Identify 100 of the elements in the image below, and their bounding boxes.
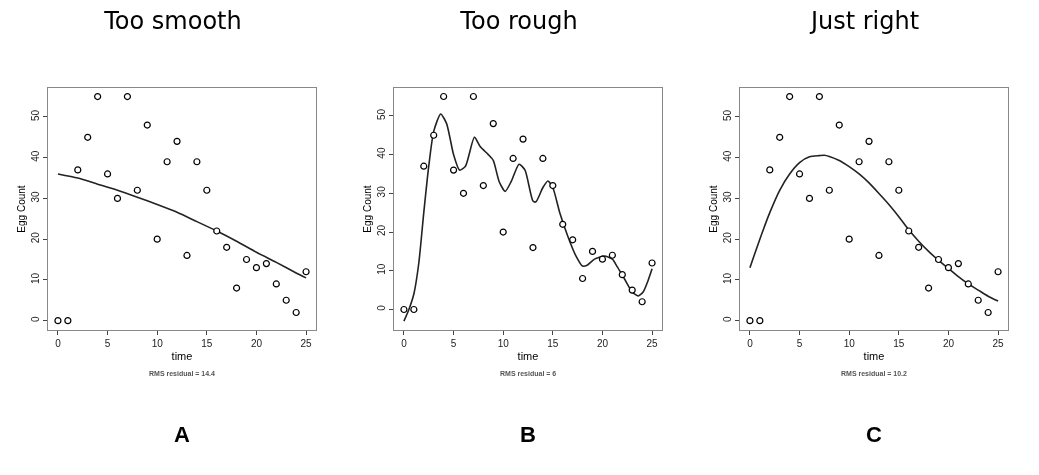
point bbox=[845, 235, 853, 243]
point bbox=[509, 154, 517, 163]
point bbox=[766, 166, 774, 174]
x-tick-label: 5 bbox=[796, 338, 803, 349]
point bbox=[618, 271, 626, 279]
x-tick-label: 15 bbox=[201, 338, 213, 349]
point bbox=[252, 264, 261, 272]
point bbox=[588, 247, 597, 255]
point bbox=[529, 243, 537, 252]
point bbox=[469, 92, 478, 101]
y-tick-label: 50 bbox=[376, 108, 387, 120]
y-tick-label: 20 bbox=[30, 231, 41, 244]
x-tick-label: 20 bbox=[596, 338, 609, 349]
y-tick-label: 40 bbox=[30, 150, 41, 162]
point bbox=[569, 236, 577, 244]
point bbox=[163, 158, 171, 166]
x-axis-title: time bbox=[171, 350, 193, 363]
point bbox=[84, 133, 92, 141]
y-tick-label: 20 bbox=[376, 224, 387, 237]
x-tick-label: 10 bbox=[151, 338, 164, 349]
x-tick-label: 25 bbox=[992, 338, 1005, 349]
y-tick-label: 30 bbox=[30, 190, 41, 203]
point bbox=[934, 255, 943, 264]
y-axis-title: Egg Count bbox=[362, 185, 373, 233]
line-series bbox=[749, 154, 999, 302]
point bbox=[865, 137, 873, 145]
point bbox=[964, 280, 972, 288]
point bbox=[489, 120, 497, 128]
x-tick-label: 10 bbox=[843, 338, 856, 349]
y-tick-label: 30 bbox=[376, 185, 387, 198]
point bbox=[608, 251, 616, 259]
point bbox=[183, 251, 191, 260]
point bbox=[94, 92, 102, 101]
point bbox=[746, 317, 754, 325]
point bbox=[895, 186, 903, 194]
point bbox=[262, 259, 270, 268]
point bbox=[815, 92, 824, 101]
point bbox=[786, 92, 794, 101]
point bbox=[578, 274, 587, 283]
chart-title: Just right bbox=[808, 6, 920, 35]
point bbox=[440, 92, 448, 101]
point bbox=[835, 121, 843, 129]
point bbox=[944, 264, 953, 272]
x-tick-label: 15 bbox=[893, 338, 905, 349]
x-tick-label: 15 bbox=[547, 338, 559, 349]
x-tick-label: 5 bbox=[450, 338, 457, 349]
x-axis-title: time bbox=[517, 350, 539, 363]
x-tick-label: 25 bbox=[646, 338, 659, 349]
point bbox=[638, 298, 646, 306]
point bbox=[756, 317, 764, 325]
y-tick-label: 0 bbox=[722, 315, 733, 322]
point bbox=[885, 158, 893, 166]
y-tick-label: 0 bbox=[30, 315, 41, 322]
point bbox=[805, 194, 814, 203]
y-tick-label: 10 bbox=[722, 272, 733, 284]
y-tick-label: 10 bbox=[30, 272, 41, 284]
point bbox=[974, 296, 982, 304]
point bbox=[905, 227, 913, 235]
y-tick-label: 20 bbox=[722, 231, 733, 244]
point bbox=[133, 186, 141, 194]
point bbox=[449, 166, 458, 174]
y-tick-label: 30 bbox=[722, 190, 733, 203]
text: A bbox=[174, 422, 190, 447]
point bbox=[430, 131, 438, 139]
point bbox=[875, 251, 883, 260]
point bbox=[123, 92, 132, 101]
point bbox=[479, 181, 487, 190]
y-tick-label: 50 bbox=[30, 109, 41, 121]
x-tick-label: 10 bbox=[497, 338, 510, 349]
y-axis-title: Egg Count bbox=[708, 185, 719, 233]
point bbox=[795, 170, 804, 178]
point bbox=[776, 133, 784, 141]
point bbox=[272, 280, 280, 288]
text: C bbox=[866, 422, 882, 447]
chart-title: Too rough bbox=[459, 6, 578, 35]
point bbox=[103, 170, 112, 178]
point bbox=[400, 305, 408, 314]
y-tick-label: 50 bbox=[722, 109, 733, 121]
x-tick-label: 5 bbox=[104, 338, 111, 349]
point bbox=[64, 317, 72, 325]
point bbox=[559, 220, 567, 228]
x-tick-label: 0 bbox=[747, 338, 754, 349]
point bbox=[984, 308, 992, 317]
point bbox=[915, 243, 923, 251]
point bbox=[113, 194, 122, 203]
y-tick-label: 10 bbox=[376, 263, 387, 275]
point bbox=[539, 154, 547, 163]
point bbox=[459, 189, 468, 197]
point bbox=[954, 259, 962, 268]
point bbox=[648, 259, 656, 267]
point bbox=[292, 308, 300, 317]
x-axis-title: time bbox=[863, 350, 885, 363]
y-tick-label: 0 bbox=[376, 304, 387, 311]
point bbox=[499, 228, 507, 236]
point bbox=[173, 137, 181, 145]
point bbox=[203, 186, 211, 194]
point bbox=[153, 235, 161, 243]
point bbox=[213, 227, 221, 235]
point bbox=[223, 243, 231, 251]
point bbox=[282, 296, 290, 304]
